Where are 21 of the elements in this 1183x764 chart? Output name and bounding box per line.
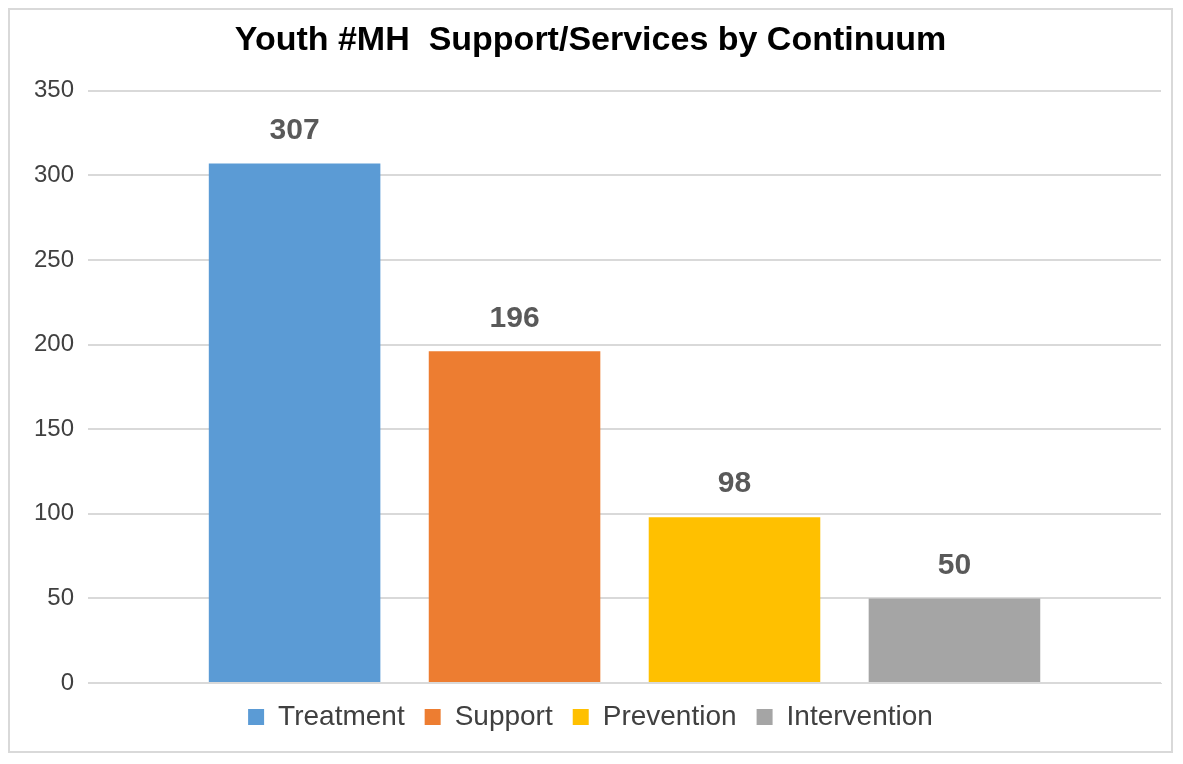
bar <box>648 517 821 682</box>
data-label: 50 <box>937 546 972 580</box>
legend-label: Prevention <box>602 699 737 731</box>
y-tick-label: 150 <box>34 413 75 441</box>
y-tick-label: 50 <box>47 583 75 611</box>
bar <box>868 598 1041 682</box>
legend-label: Intervention <box>786 699 933 731</box>
legend-label: Support <box>454 699 553 731</box>
data-label: 307 <box>269 111 320 145</box>
y-tick-label: 0 <box>60 667 75 695</box>
y-tick-label: 250 <box>34 244 75 272</box>
y-tick-label: 100 <box>34 498 75 526</box>
y-tick-label: 200 <box>34 329 75 357</box>
data-label: 196 <box>489 299 540 333</box>
data-label: 98 <box>717 465 752 499</box>
y-tick-label: 350 <box>34 75 75 103</box>
bar <box>428 351 601 682</box>
bar <box>208 163 381 682</box>
y-tick-label: 300 <box>34 160 75 188</box>
chart-title: Youth #MH Support/Services by Continuum <box>234 18 947 57</box>
legend-label: Treatment <box>278 699 405 731</box>
